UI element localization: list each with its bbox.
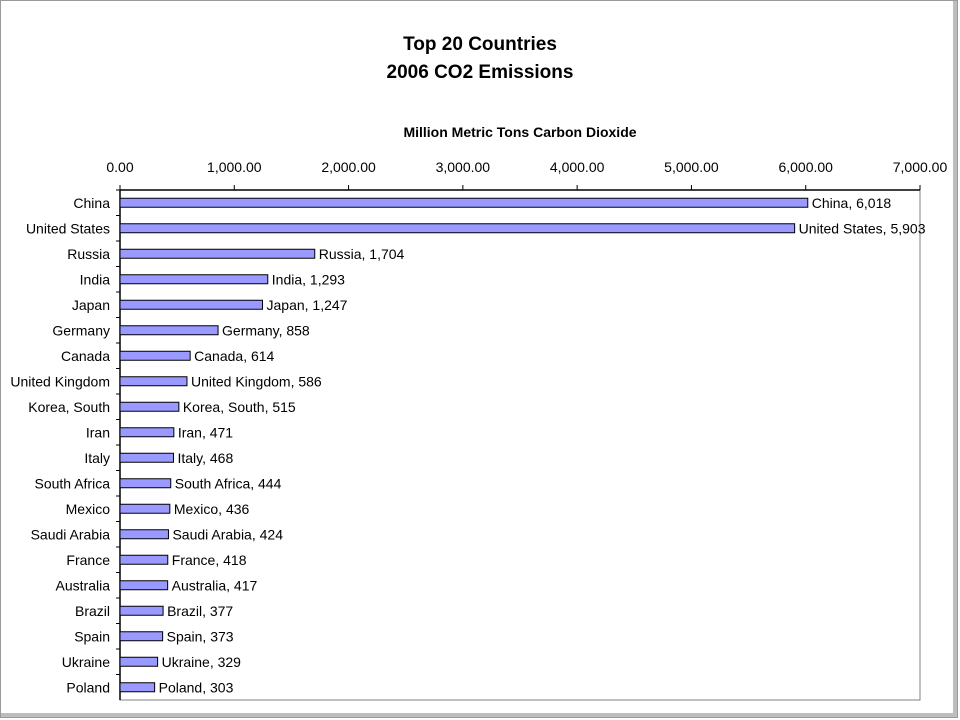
- bar: [119, 223, 796, 234]
- data-label: Iran, 471: [178, 424, 233, 440]
- data-label: Brazil, 377: [167, 603, 233, 619]
- chart-subtitle: 2006 CO2 Emissions: [386, 62, 574, 83]
- bar: [119, 350, 191, 361]
- category-label: Russia: [67, 246, 110, 262]
- data-label: India, 1,293: [272, 271, 345, 287]
- bar: [119, 503, 171, 514]
- data-label: Canada, 614: [194, 348, 274, 364]
- category-label: United Kingdom: [10, 373, 110, 389]
- chart-title: Top 20 Countries: [403, 34, 557, 55]
- bar: [119, 554, 169, 565]
- bar: [119, 605, 164, 616]
- category-label: Japan: [72, 297, 110, 313]
- category-label: Ukraine: [62, 654, 110, 670]
- x-tick-label: 2,000.00: [321, 159, 376, 175]
- bar: [119, 580, 169, 591]
- data-label: Mexico, 436: [174, 501, 250, 517]
- bar: [119, 656, 159, 667]
- data-label: United States, 5,903: [799, 220, 926, 236]
- bar: [119, 452, 174, 463]
- x-tick-label: 6,000.00: [778, 159, 833, 175]
- x-tick-label: 7,000.00: [893, 159, 948, 175]
- bar: [119, 274, 269, 285]
- category-label: Mexico: [66, 501, 111, 517]
- data-label: Russia, 1,704: [319, 246, 405, 262]
- category-label: India: [80, 271, 111, 287]
- data-label: Poland, 303: [159, 679, 234, 695]
- x-tick-label: 4,000.00: [550, 159, 605, 175]
- data-label: United Kingdom, 586: [191, 373, 322, 389]
- bars: [119, 197, 809, 693]
- bar: [119, 427, 175, 438]
- category-label: Spain: [74, 628, 110, 644]
- data-label: Spain, 373: [167, 628, 234, 644]
- bar: [119, 325, 219, 336]
- category-label: China: [73, 195, 110, 211]
- data-label: Japan, 1,247: [267, 297, 348, 313]
- category-label: Canada: [61, 348, 110, 364]
- category-label: Italy: [84, 450, 110, 466]
- data-label: China, 6,018: [812, 195, 892, 211]
- plot-area: [119, 189, 921, 701]
- category-label: United States: [26, 220, 110, 236]
- data-label: South Africa, 444: [175, 475, 282, 491]
- category-label: Brazil: [75, 603, 110, 619]
- category-label: South Africa: [35, 475, 111, 491]
- data-label: Korea, South, 515: [183, 399, 296, 415]
- bar: [119, 401, 180, 412]
- category-label: France: [66, 552, 110, 568]
- data-labels: China, 6,018 United States, 5,903 Russia, …: [159, 195, 926, 696]
- data-label: Italy, 468: [177, 450, 233, 466]
- bar: [119, 682, 156, 693]
- category-label: Saudi Arabia: [31, 526, 111, 542]
- axes: [116, 189, 921, 701]
- category-label: Poland: [66, 679, 110, 695]
- category-label: Korea, South: [28, 399, 110, 415]
- bar: [119, 529, 169, 540]
- x-tick-label: 0.00: [106, 159, 133, 175]
- bar: [119, 248, 316, 259]
- data-label: Germany, 858: [222, 322, 310, 338]
- category-label: Germany: [52, 322, 110, 338]
- data-label: Australia, 417: [172, 577, 258, 593]
- bar: [119, 631, 164, 642]
- category-label: Iran: [86, 424, 110, 440]
- category-label: Australia: [56, 577, 111, 593]
- data-label: Saudi Arabia, 424: [172, 526, 283, 542]
- x-tick-label: 5,000.00: [664, 159, 719, 175]
- data-label: France, 418: [172, 552, 247, 568]
- bar: [119, 478, 172, 489]
- bar: [119, 376, 188, 387]
- x-axis-label: Million Metric Tons Carbon Dioxide: [403, 124, 637, 140]
- bar: [119, 197, 809, 208]
- data-label: Ukraine, 329: [162, 654, 242, 670]
- bar: [119, 299, 264, 310]
- category-labels: China United States Russia India Japan German…: [10, 195, 110, 696]
- x-tick-label: 3,000.00: [436, 159, 491, 175]
- x-ticks: 0.00 1,000.00 2,000.00 3,000.00 4,000.00 5,00…: [106, 159, 947, 190]
- x-tick-label: 1,000.00: [207, 159, 262, 175]
